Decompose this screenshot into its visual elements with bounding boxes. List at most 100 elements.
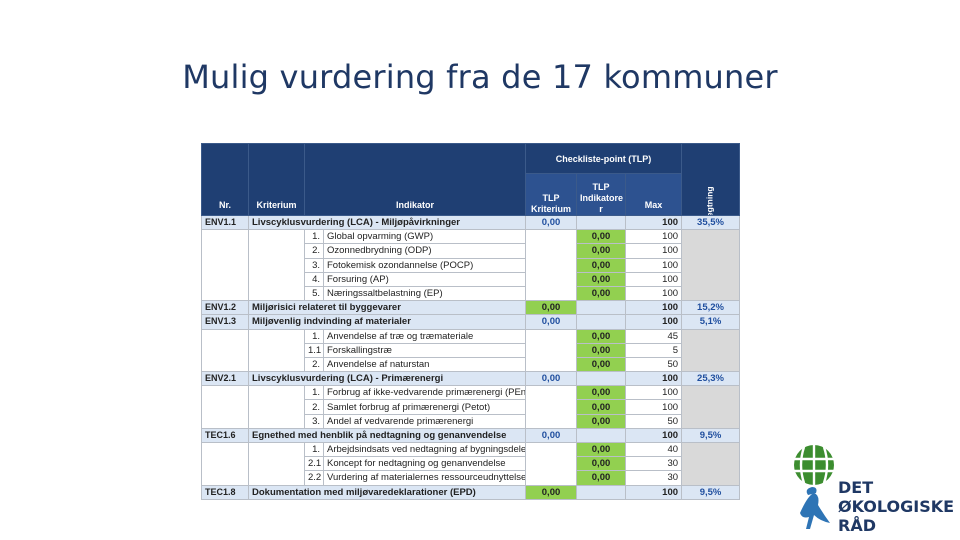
- header-checkliste-point: Checkliste-point (TLP): [525, 143, 683, 174]
- row-max: 50: [625, 356, 683, 373]
- row-max: 30: [625, 470, 683, 486]
- table-body: ENV1.1 Livscyklusvurdering (LCA) - Miljøp…: [201, 214, 741, 500]
- row-tlp-kriterium: 0,00: [525, 371, 578, 387]
- row-nr-empty: [201, 229, 249, 302]
- row-kriterium: Miljørisici relateret til byggevarer: [247, 300, 527, 316]
- row-indikator-num: 1.: [304, 229, 324, 245]
- table-row: TEC1.6 Egnethed med henblik på nedtagning…: [201, 427, 741, 444]
- row-kriterium: Miljøvenlig indvinding af materialer: [247, 314, 527, 330]
- row-max: 100: [625, 271, 683, 287]
- row-max: 100: [625, 371, 683, 387]
- row-vaegtning-empty: [681, 442, 741, 486]
- row-indikator: Koncept for nedtagning og genanvendelse: [322, 456, 527, 472]
- row-tlp-indikator: [576, 484, 627, 500]
- row-nr: ENV1.1: [201, 214, 249, 231]
- row-max: 5: [625, 342, 683, 358]
- row-indikator-num: 1.: [304, 328, 324, 344]
- row-indikator-num: 1.: [304, 441, 324, 458]
- row-indikator-num: 4.: [304, 271, 324, 287]
- row-tlp-indikator: [576, 314, 627, 330]
- row-max: 100: [625, 484, 683, 500]
- logo-line-1: DET: [838, 478, 874, 497]
- row-indikator: Vurdering af materialernes ressourceudny…: [322, 470, 527, 486]
- header-indikator: Indikator: [303, 143, 527, 216]
- header-tlp-kriterium: TLP Kriterium: [525, 173, 578, 216]
- table-row: 1. Global opvarming (GWP) 0,00 100: [201, 229, 741, 302]
- row-vaegtning: 5,1%: [681, 314, 741, 330]
- row-indikator: Forbrug af ikke-vedvarende primærenergi …: [322, 385, 527, 401]
- row-tlp-kriterium: 0,00: [525, 484, 578, 500]
- row-tlp-kriterium-empty: [525, 229, 578, 302]
- logo-text: DET ØKOLOGISKE RÅD: [838, 478, 954, 535]
- row-indikator-num: 2.1: [304, 456, 324, 472]
- row-max: 40: [625, 441, 683, 458]
- header-vaegtning: vægtning: [681, 143, 741, 216]
- row-indikator-num: 3.: [304, 257, 324, 273]
- row-indikator-num: 2.: [304, 243, 324, 259]
- row-kriterium: Dokumentation med miljøvaredeklarationer…: [247, 484, 527, 500]
- row-tlp-indikator: 0,00: [576, 399, 627, 415]
- row-tlp-indikator: 0,00: [576, 271, 627, 287]
- row-max: 100: [625, 427, 683, 444]
- row-vaegtning: 35,5%: [681, 214, 741, 231]
- table-row: ENV1.2 Miljørisici relateret til byggevar…: [201, 300, 741, 316]
- table-row: 1. Forbrug af ikke-vedvarende primærenerg…: [201, 385, 741, 429]
- row-max: 45: [625, 328, 683, 344]
- logo: [794, 445, 834, 529]
- row-tlp-kriterium: 0,00: [525, 427, 578, 444]
- row-max: 100: [625, 214, 683, 231]
- row-max: 100: [625, 385, 683, 401]
- row-indikator: Næringssaltbelastning (EP): [322, 285, 527, 302]
- row-nr-empty: [201, 328, 249, 373]
- row-tlp-indikator: [576, 371, 627, 387]
- row-vaegtning: 15,2%: [681, 300, 741, 316]
- row-tlp-indikator: 0,00: [576, 285, 627, 302]
- row-indikator: Ozonnedbrydning (ODP): [322, 243, 527, 259]
- row-kriterium: Livscyklusvurdering (LCA) - Miljøpåvirkn…: [247, 214, 527, 231]
- row-vaegtning: 25,3%: [681, 371, 741, 387]
- row-tlp-kriterium-empty: [525, 328, 578, 373]
- row-tlp-indikator: 0,00: [576, 385, 627, 401]
- row-indikator: Fotokemisk ozondannelse (POCP): [322, 257, 527, 273]
- row-max: 100: [625, 229, 683, 245]
- logo-line-2: ØKOLOGISKE: [838, 497, 955, 516]
- row-vaegtning-empty: [681, 229, 741, 302]
- row-tlp-indikator: 0,00: [576, 243, 627, 259]
- row-indikator-num: 5.: [304, 285, 324, 302]
- row-nr: ENV1.2: [201, 300, 249, 316]
- row-vaegtning: 9,5%: [681, 484, 741, 500]
- row-nr: TEC1.8: [201, 484, 249, 500]
- row-kriterium: Egnethed med henblik på nedtagning og ge…: [247, 427, 527, 444]
- header-nr: Nr.: [201, 143, 249, 216]
- row-tlp-indikator: [576, 214, 627, 231]
- row-indikator-num: 2.: [304, 399, 324, 415]
- row-indikator: Arbejdsindsats ved nedtagning af bygning…: [322, 441, 527, 458]
- row-tlp-indikator: 0,00: [576, 342, 627, 358]
- checklist-table: Nr. Kriterium Indikator Checkliste-point…: [201, 143, 741, 500]
- row-tlp-indikator: 0,00: [576, 470, 627, 486]
- row-tlp-kriterium: 0,00: [525, 214, 578, 231]
- row-indikator: Global opvarming (GWP): [322, 229, 527, 245]
- row-tlp-kriterium-empty: [525, 385, 578, 429]
- row-max: 100: [625, 399, 683, 415]
- row-max: 50: [625, 413, 683, 429]
- slide-title: Mulig vurdering fra de 17 kommuner: [182, 58, 778, 96]
- row-indikator-num: 2.: [304, 356, 324, 373]
- table-row: ENV2.1 Livscyklusvurdering (LCA) - Primær…: [201, 371, 741, 387]
- row-indikator-num: 2.2: [304, 470, 324, 486]
- row-max: 100: [625, 243, 683, 259]
- row-indikator: Anvendelse af træ og træmateriale: [322, 328, 527, 344]
- row-indikator-num: 3.: [304, 413, 324, 429]
- row-tlp-indikator: 0,00: [576, 328, 627, 344]
- row-tlp-indikator: 0,00: [576, 257, 627, 273]
- globe-bird-icon: [794, 445, 834, 529]
- row-kriterium: Livscyklusvurdering (LCA) - Primærenergi: [247, 371, 527, 387]
- row-indikator-num: 1.: [304, 385, 324, 401]
- row-indikator: Anvendelse af naturstan: [322, 356, 527, 373]
- row-indikator: Andel af vedvarende primærenergi: [322, 413, 527, 429]
- row-indikator: Forsuring (AP): [322, 271, 527, 287]
- table-row: 4. Forsuring (AP) 0,00 100: [202, 271, 740, 287]
- logo-line-3: RÅD: [838, 516, 876, 535]
- row-tlp-indikator: [576, 300, 627, 316]
- row-max: 100: [625, 257, 683, 273]
